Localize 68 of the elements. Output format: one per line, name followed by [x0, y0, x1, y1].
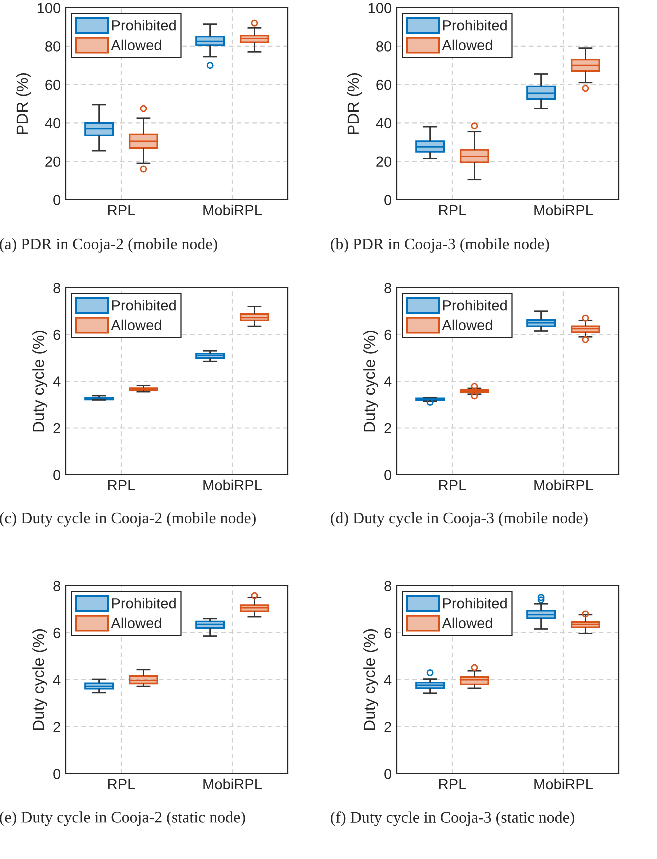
y-tick-label: 40: [376, 118, 392, 129]
y-tick-label: 20: [46, 156, 61, 168]
legend-label: Prohibited: [112, 20, 176, 31]
y-tick-label: 6: [54, 628, 60, 638]
text: (d) Duty cycle in Cooja-3 (mobile node): [331, 512, 588, 527]
x-tick-label: MobiRPL: [534, 480, 594, 491]
text: (f) Duty cycle in Cooja-3 (static node): [331, 812, 575, 826]
x-tick-label: MobiRPL: [204, 204, 262, 216]
y-tick-label: 8: [384, 283, 392, 294]
y-tick-label: 8: [54, 283, 61, 294]
y-axis-title: PDR (%): [347, 73, 362, 134]
y-tick-label: 2: [384, 722, 392, 732]
y-tick-label: 4: [53, 675, 61, 686]
legend-label: Allowed: [111, 40, 162, 51]
x-tick-label: MobiRPL: [534, 778, 594, 790]
x-tick-label: RPL: [108, 779, 136, 790]
legend-label: Prohibited: [443, 598, 507, 609]
y-tick-label: 2: [54, 423, 60, 434]
y-tick-label: 0: [384, 769, 392, 780]
x-tick-label: RPL: [440, 480, 466, 490]
legend-label: Allowed: [442, 320, 492, 331]
legend-label: Allowed: [111, 618, 162, 629]
text: (b) PDR in Cooja-3 (mobile node): [331, 238, 550, 253]
y-tick-label: 6: [384, 330, 392, 340]
y-axis-title: PDR (%): [16, 73, 32, 134]
legend-label: Prohibited: [112, 300, 176, 311]
y-tick-label: 0: [54, 769, 61, 780]
x-tick-label: RPL: [440, 205, 466, 216]
y-tick-label: 8: [54, 581, 61, 592]
y-tick-label: 40: [45, 118, 61, 129]
legend-label: Prohibited: [443, 300, 507, 311]
x-tick-label: MobiRPL: [204, 778, 262, 790]
y-tick-label: 2: [384, 423, 392, 434]
legend-label: Allowed: [111, 320, 162, 331]
y-tick-label: 2: [54, 722, 60, 732]
y-tick-label: 4: [53, 376, 61, 387]
y-axis-title: Duty cycle (%): [364, 630, 378, 730]
text: (a) PDR in Cooja-2 (mobile node): [0, 238, 218, 253]
legend-label: Allowed: [442, 618, 492, 629]
y-tick-label: 6: [384, 628, 392, 638]
y-axis-title: Duty cycle (%): [364, 331, 378, 432]
y-tick-label: 0: [384, 470, 392, 480]
y-tick-label: 0: [54, 470, 61, 480]
y-tick-label: 0: [384, 195, 392, 206]
legend-label: Prohibited: [112, 598, 176, 609]
y-tick-label: 60: [46, 80, 61, 90]
y-tick-label: 100: [368, 3, 392, 14]
y-axis-title: Duty cycle (%): [32, 331, 48, 432]
x-tick-label: RPL: [108, 480, 136, 490]
y-tick-label: 0: [54, 195, 61, 206]
x-tick-label: MobiRPL: [204, 480, 262, 491]
y-tick-label: 4: [384, 376, 392, 387]
y-tick-label: 8: [384, 581, 392, 592]
y-tick-label: 80: [46, 42, 61, 52]
y-tick-label: 20: [376, 156, 392, 168]
y-tick-label: 6: [54, 330, 60, 340]
y-tick-label: 60: [376, 80, 392, 90]
x-tick-label: MobiRPL: [534, 204, 594, 216]
y-tick-label: 80: [376, 42, 392, 52]
x-tick-label: RPL: [108, 205, 136, 216]
legend-label: Allowed: [442, 40, 492, 51]
text: (c) Duty cycle in Cooja-2 (mobile node): [0, 512, 256, 527]
y-tick-label: 4: [384, 675, 392, 686]
y-axis-title: Duty cycle (%): [32, 630, 48, 730]
x-tick-label: RPL: [440, 779, 466, 790]
y-tick-label: 100: [38, 3, 61, 14]
text: (e) Duty cycle in Cooja-2 (static node): [0, 812, 246, 826]
legend-label: Prohibited: [443, 20, 507, 31]
